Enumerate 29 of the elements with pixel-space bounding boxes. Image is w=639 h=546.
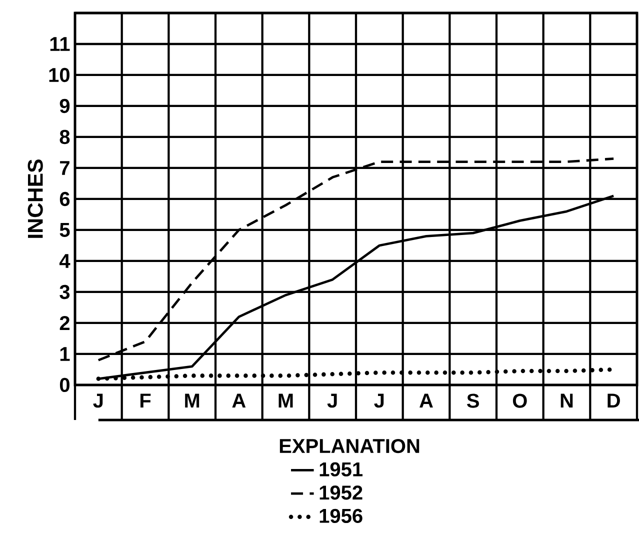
legend-title: EXPLANATION — [280, 438, 420, 454]
x-tick-label: J — [374, 394, 384, 408]
y-axis-title: INCHES — [28, 160, 43, 238]
y-tick-label: 4 — [59, 254, 70, 268]
y-tick-label: 8 — [60, 130, 70, 144]
y-tick-label: 7 — [60, 161, 70, 175]
x-tick-label: A — [232, 394, 246, 408]
y-tick-label: 5 — [60, 223, 70, 237]
legend-label: 1952 — [320, 486, 362, 500]
x-tick-label: F — [140, 394, 151, 408]
y-tick-label: 9 — [60, 98, 70, 114]
x-tick-label: A — [420, 394, 433, 408]
x-tick-label: J — [93, 394, 103, 408]
y-tick-label: 10 — [49, 68, 70, 82]
y-tick-label: 3 — [60, 284, 70, 300]
x-tick-label: O — [512, 394, 527, 408]
x-tick-label: M — [278, 394, 293, 408]
y-tick-label: 2 — [60, 316, 70, 330]
x-tick-label: S — [467, 394, 479, 408]
x-tick-label: J — [327, 394, 337, 408]
x-tick-label: N — [560, 394, 573, 408]
x-tick-label: D — [608, 394, 620, 408]
y-tick-label: 6 — [60, 192, 70, 206]
legend-label: 1956 — [320, 508, 362, 523]
y-tick-label: 11 — [50, 37, 70, 51]
legend-label: 1951 — [320, 462, 363, 476]
y-tick-label: 0 — [60, 378, 70, 392]
x-tick-label: M — [185, 394, 200, 408]
y-tick-label: 1 — [60, 347, 70, 361]
